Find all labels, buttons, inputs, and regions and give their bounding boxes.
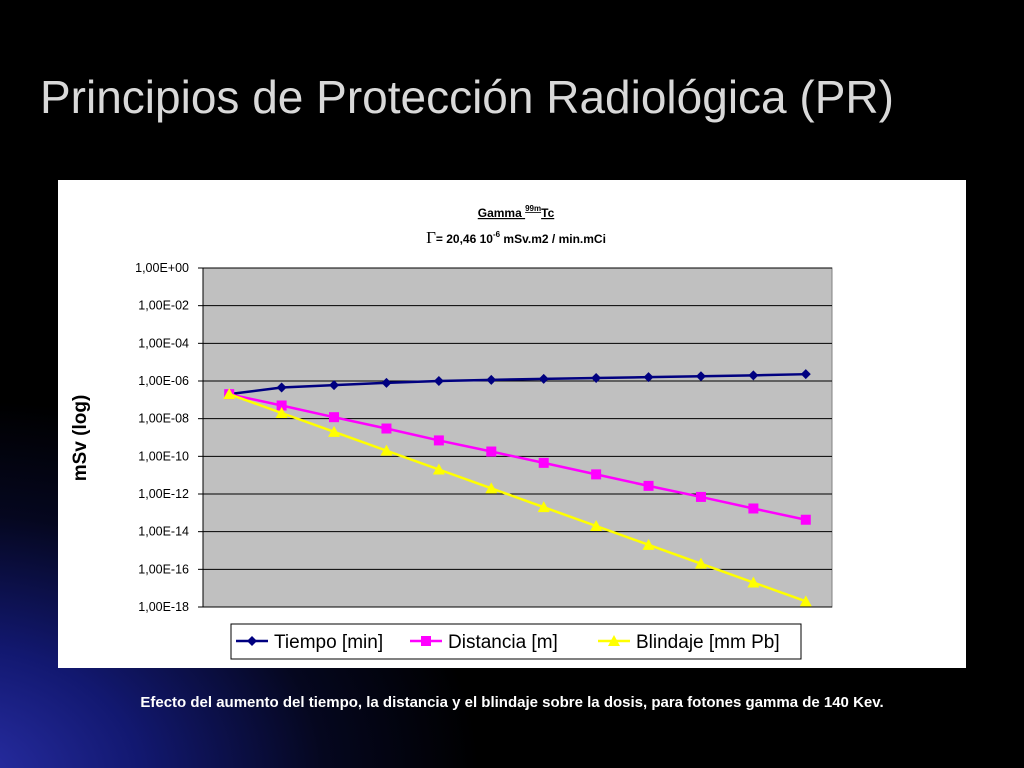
- y-axis-label: mSv (log): [70, 395, 91, 482]
- legend-box: [230, 623, 802, 660]
- data-point: [433, 435, 444, 446]
- data-point: [643, 480, 654, 491]
- data-point: [694, 557, 707, 569]
- data-point: [800, 369, 811, 380]
- data-point: [695, 491, 706, 502]
- data-point: [590, 519, 603, 531]
- chart-title-suffix: Tc: [541, 206, 554, 220]
- y-tick-label: 1,00E-14: [138, 525, 189, 539]
- data-point: [748, 370, 759, 381]
- data-point: [486, 374, 497, 385]
- y-tick-label: 1,00E-08: [138, 412, 189, 426]
- data-point: [276, 382, 287, 393]
- data-point: [329, 412, 340, 423]
- data-point: [275, 406, 288, 418]
- y-tick-label: 1,00E-10: [138, 449, 189, 463]
- y-tick-label: 1,00E-04: [138, 336, 189, 350]
- data-point: [380, 444, 393, 456]
- data-point: [747, 576, 760, 588]
- legend-marker: [421, 636, 431, 646]
- data-point: [486, 446, 497, 457]
- chart-subtitle-superscript: -6: [493, 230, 501, 239]
- legend-item: Blindaje [mm Pb]: [598, 632, 780, 653]
- data-point: [381, 377, 392, 388]
- gamma-symbol: Γ: [426, 228, 436, 247]
- data-point: [695, 371, 706, 382]
- plot-area: [202, 267, 833, 608]
- legend-label: Blindaje [mm Pb]: [636, 632, 780, 653]
- y-tick-label: 1,00E-06: [138, 374, 189, 388]
- slide-caption: Efecto del aumento del tiempo, la distan…: [140, 694, 884, 711]
- series-line: [229, 372, 806, 396]
- data-point: [800, 514, 811, 525]
- data-point: [537, 501, 550, 513]
- data-point: [591, 372, 602, 383]
- chart-title-superscript: 99m: [525, 204, 541, 213]
- legend-label: Tiempo [min]: [274, 632, 383, 653]
- legend-item: Distancia [m]: [410, 632, 558, 653]
- chart-title-prefix: Gamma: [478, 206, 525, 220]
- y-tick-label: 1,00E-12: [138, 487, 189, 501]
- data-point: [433, 376, 444, 386]
- data-point: [799, 595, 812, 607]
- data-point: [538, 457, 549, 468]
- y-tick-label: 1,00E+00: [135, 261, 189, 275]
- data-point: [328, 425, 341, 437]
- data-point: [432, 463, 445, 475]
- y-tick-label: 1,00E-18: [138, 600, 189, 614]
- data-point: [643, 372, 654, 383]
- legend: Tiempo [min] Distancia [m] Blindaje [mm Pb…: [230, 623, 802, 660]
- legend-item: Tiempo [min]: [236, 632, 383, 653]
- data-point: [485, 482, 498, 494]
- data-point: [642, 538, 655, 550]
- legend-marker: [608, 635, 620, 646]
- data-point: [748, 503, 759, 514]
- chart: Gamma 99mTc Γ= 20,46 10-6 mSv.m2 / min.m…: [70, 204, 833, 660]
- slide-title: Principios de Protección Radiológica (PR…: [40, 71, 894, 123]
- legend-marker: [247, 636, 257, 646]
- legend-label: Distancia [m]: [448, 632, 558, 653]
- data-point: [329, 380, 340, 391]
- series-triangle: [223, 388, 812, 607]
- series-line: [228, 392, 807, 603]
- chart-subtitle-after: mSv.m2 / min.mCi: [500, 232, 606, 246]
- chart-subtitle-before: = 20,46 10: [436, 232, 493, 246]
- data-point: [276, 400, 287, 411]
- chart-panel: Gamma 99mTc Γ= 20,46 10-6 mSv.m2 / min.m…: [58, 180, 966, 668]
- y-tick-label: 1,00E-16: [138, 562, 189, 576]
- series-line: [228, 392, 807, 521]
- data-point: [538, 373, 549, 384]
- chart-subtitle: Γ= 20,46 10-6 mSv.m2 / min.mCi: [426, 228, 606, 247]
- chart-title: Gamma 99mTc: [478, 204, 555, 220]
- data-point: [591, 469, 602, 480]
- data-point: [381, 423, 392, 434]
- y-tick-label: 1,00E-02: [138, 299, 189, 313]
- data-point: [223, 388, 236, 400]
